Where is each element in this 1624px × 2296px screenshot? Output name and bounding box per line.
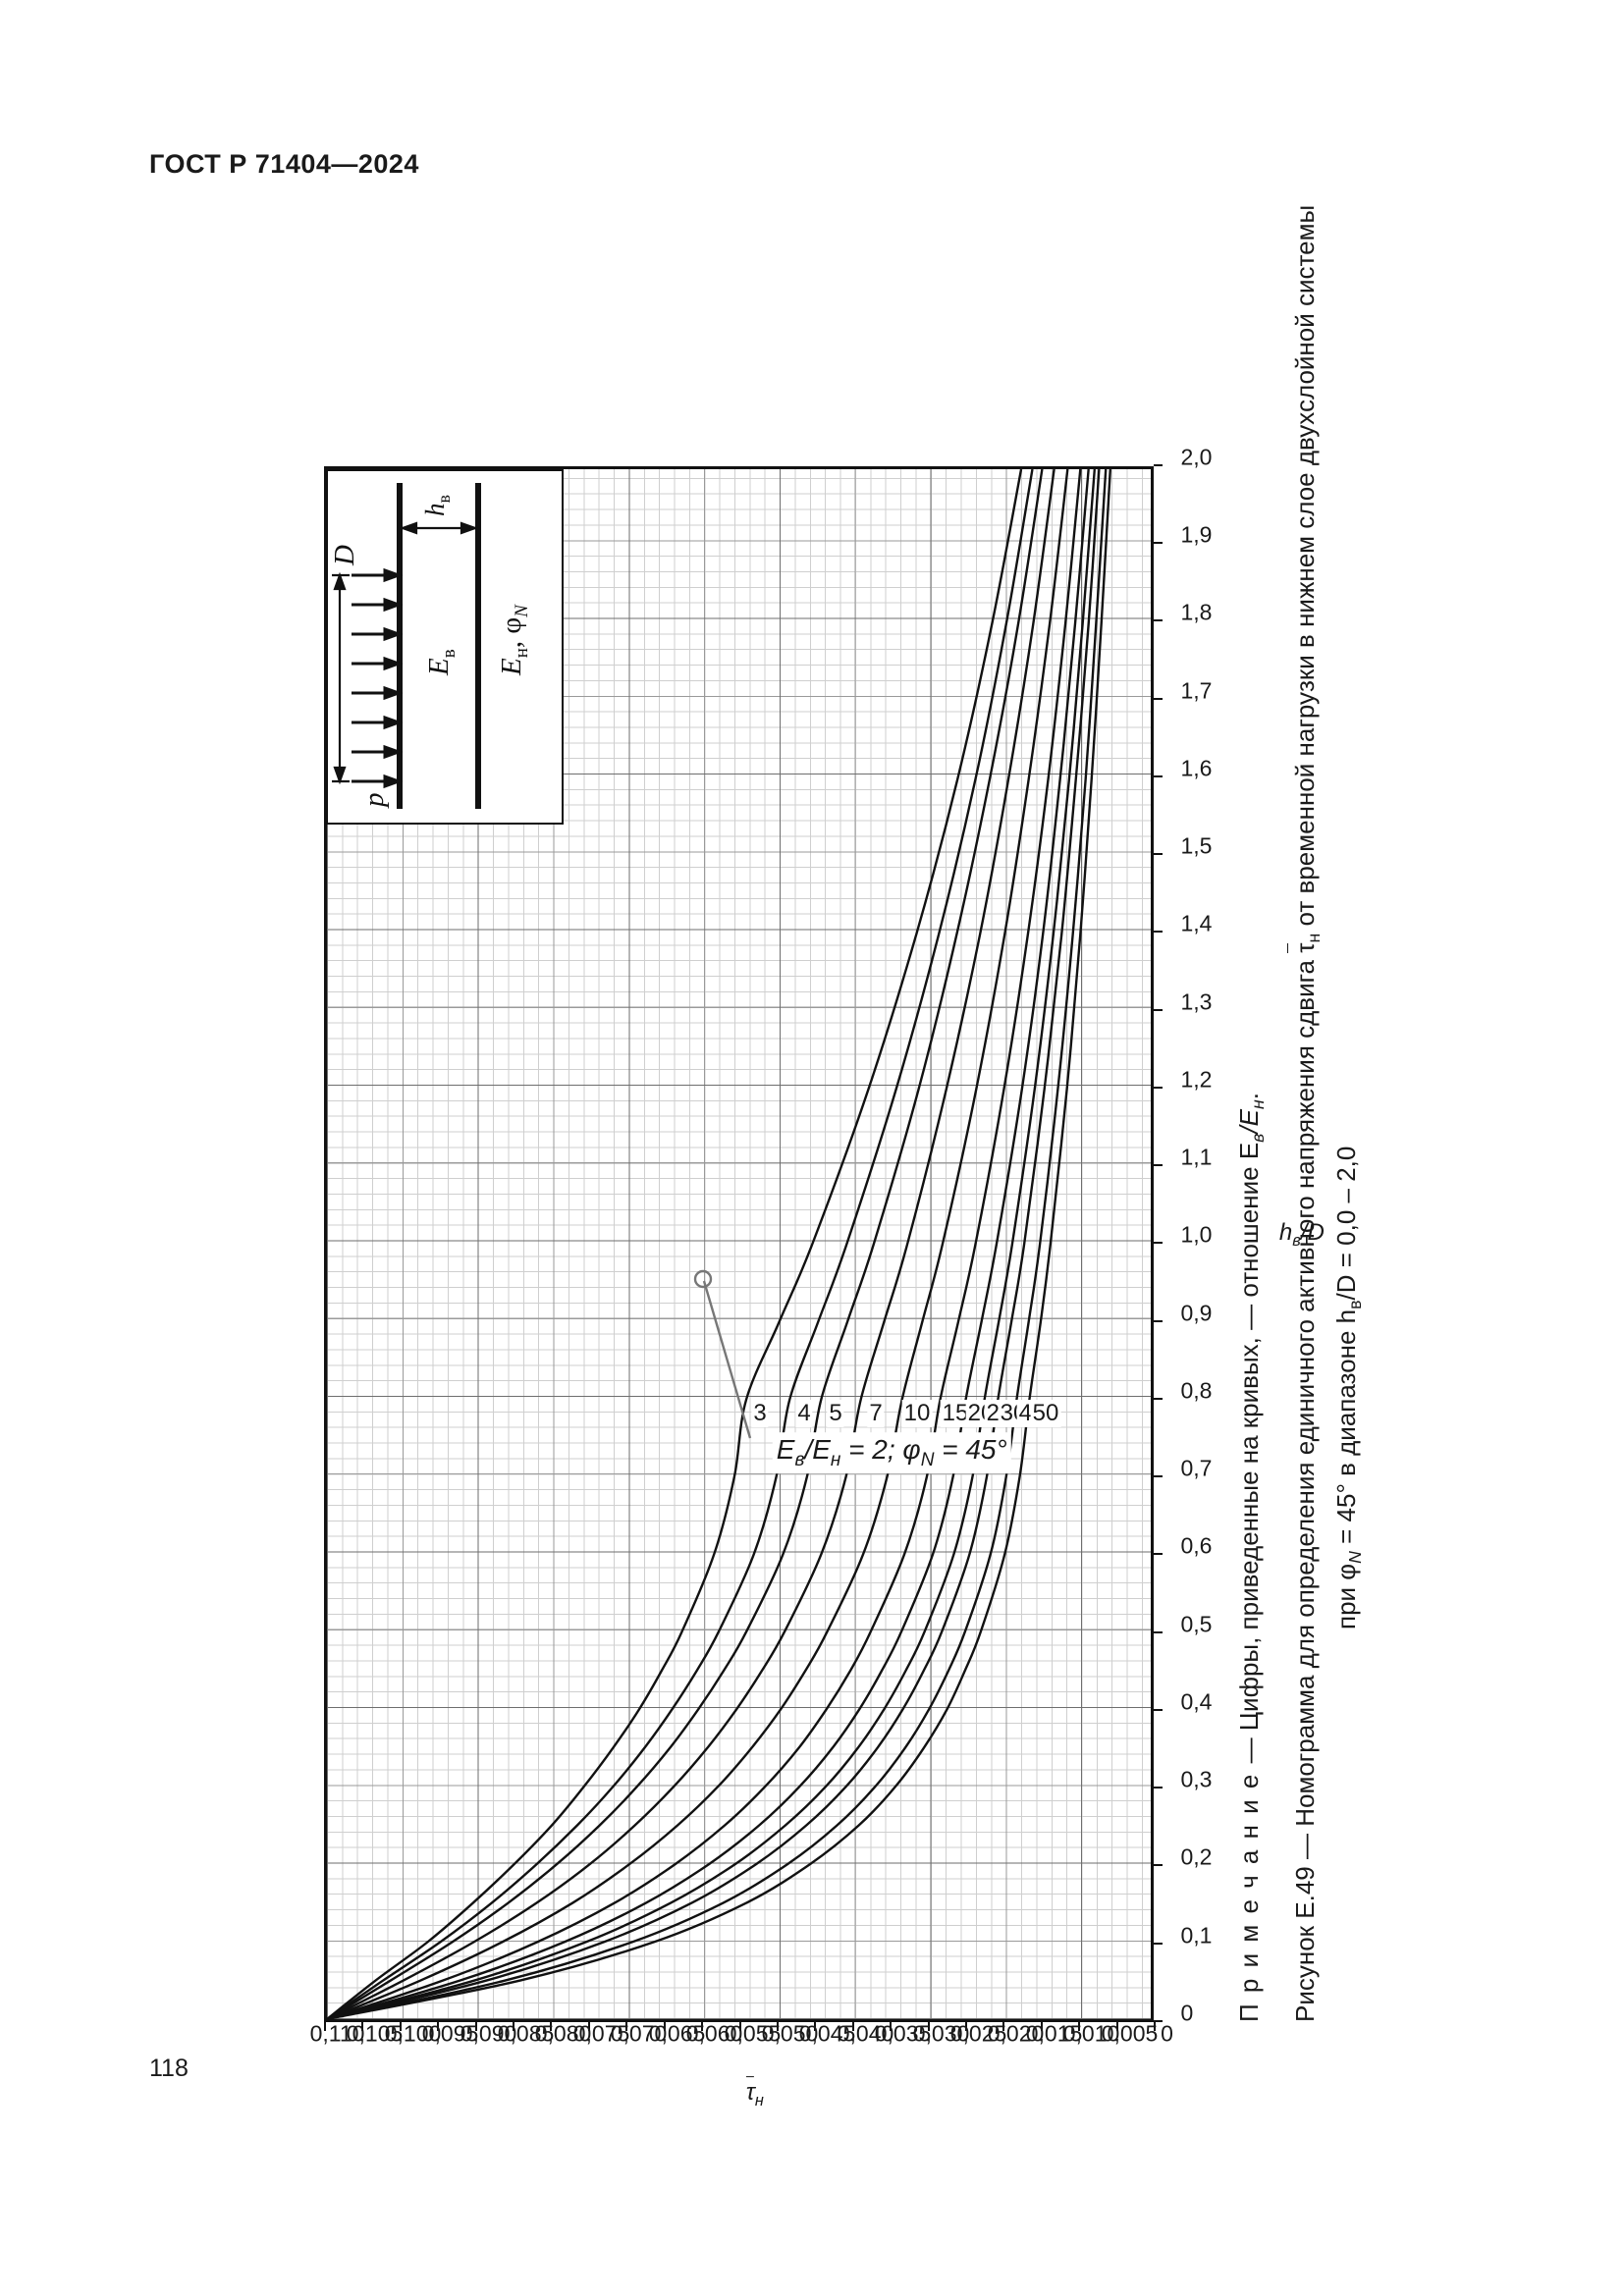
xtick-16: 1,6 [1180, 755, 1213, 781]
figure-caption-line-1: Рисунок Е.49 — Номограмма для определени… [1290, 204, 1325, 2022]
xtick-19: 1,9 [1180, 521, 1213, 548]
annotation-ratio-label: Eв/Eн = 2; φN = 45° [772, 1432, 1011, 1473]
ytick-22: 0,110 [309, 2020, 365, 2047]
xtick-10: 1,0 [1180, 1222, 1213, 1248]
xtick-14: 1,4 [1180, 911, 1213, 936]
curve-20 [327, 469, 1090, 2019]
xtick-0: 0 [1180, 2000, 1194, 2026]
xtick-2: 0,2 [1180, 1844, 1213, 1870]
xtick-mark-14 [1154, 931, 1163, 934]
curve-label-3: 3 [751, 1400, 769, 1427]
xtick-17: 1,7 [1180, 677, 1213, 704]
curve-30 [327, 469, 1101, 2019]
curve-label-5: 5 [827, 1400, 844, 1427]
xtick-7: 0,7 [1180, 1455, 1213, 1481]
xtick-mark-13 [1154, 1008, 1163, 1011]
curve-3 [327, 469, 1023, 2019]
xtick-mark-3 [1154, 1787, 1163, 1789]
inset-label-D: D [329, 545, 360, 566]
figure-note: П р и м е ч а н и е — Цифры, приведенные… [1234, 1093, 1269, 2022]
xtick-mark-19 [1154, 542, 1163, 545]
ytick-0: 0 [1161, 2020, 1173, 2047]
chart-curves [327, 469, 1111, 2019]
xtick-3: 0,3 [1180, 1766, 1213, 1792]
curve-7 [327, 469, 1056, 2019]
xtick-6: 0,6 [1180, 1533, 1213, 1559]
xtick-mark-6 [1154, 1553, 1163, 1556]
y-axis-title: τн [745, 2079, 764, 2109]
xtick-15: 1,5 [1180, 832, 1213, 859]
xtick-mark-17 [1154, 697, 1163, 700]
xtick-11: 1,1 [1180, 1144, 1213, 1170]
curve-40 [327, 469, 1108, 2019]
xtick-mark-12 [1154, 1087, 1163, 1089]
xtick-mark-4 [1154, 1709, 1163, 1711]
xtick-mark-7 [1154, 1475, 1163, 1478]
xtick-mark-20 [1154, 464, 1163, 466]
xtick-12: 1,2 [1180, 1066, 1213, 1093]
curve-25 [327, 469, 1096, 2019]
curve-15 [327, 469, 1082, 2019]
xtick-mark-16 [1154, 775, 1163, 777]
chart-plot-area [324, 466, 1154, 2022]
xtick-mark-9 [1154, 1319, 1163, 1322]
inset-schematic: D p hв Eв Eн, φN [326, 469, 564, 825]
xtick-13: 1,3 [1180, 988, 1213, 1015]
curve-label-50: 50 [1030, 1400, 1060, 1427]
inset-label-h: hв [420, 495, 454, 516]
curve-label-7: 7 [867, 1400, 885, 1427]
figure-block: D p hв Eв Eн, φN 0 0,1 0,2 0,3 0,4 0,5 0,6 0,7 0… [247, 205, 1377, 2140]
page-header: ГОСТ Р 71404—2024 [149, 149, 419, 179]
xtick-mark-1 [1154, 1942, 1163, 1945]
ytick-mark-22 [324, 2022, 326, 2031]
xtick-20: 2,0 [1180, 444, 1213, 470]
xtick-mark-11 [1154, 1164, 1163, 1167]
figure-caption-line-2: при φN = 45° в диапазоне hв/D = 0,0 – 2,… [1331, 1146, 1366, 1629]
xtick-5: 0,5 [1180, 1611, 1213, 1637]
xtick-mark-2 [1154, 1864, 1163, 1867]
curve-label-10: 10 [901, 1400, 933, 1427]
xtick-mark-10 [1154, 1242, 1163, 1245]
curve-10 [327, 469, 1069, 2019]
inset-label-En: Eн, φN [496, 604, 532, 676]
inset-label-Ev: Eв [423, 649, 460, 676]
xtick-1: 0,1 [1180, 1922, 1213, 1949]
page-number: 118 [149, 2055, 189, 2082]
xtick-mark-15 [1154, 853, 1163, 856]
xtick-mark-18 [1154, 619, 1163, 622]
xtick-9: 0,9 [1180, 1300, 1213, 1326]
xtick-8: 0,8 [1180, 1377, 1213, 1404]
xtick-mark-8 [1154, 1398, 1163, 1400]
curve-5 [327, 469, 1044, 2019]
xtick-mark-5 [1154, 1630, 1163, 1633]
xtick-18: 1,8 [1180, 600, 1213, 625]
curve-label-4: 4 [795, 1400, 813, 1427]
curve-50 [327, 469, 1111, 2019]
curve-4 [327, 469, 1034, 2019]
xtick-4: 0,4 [1180, 1688, 1213, 1715]
inset-label-p: p [358, 793, 390, 810]
